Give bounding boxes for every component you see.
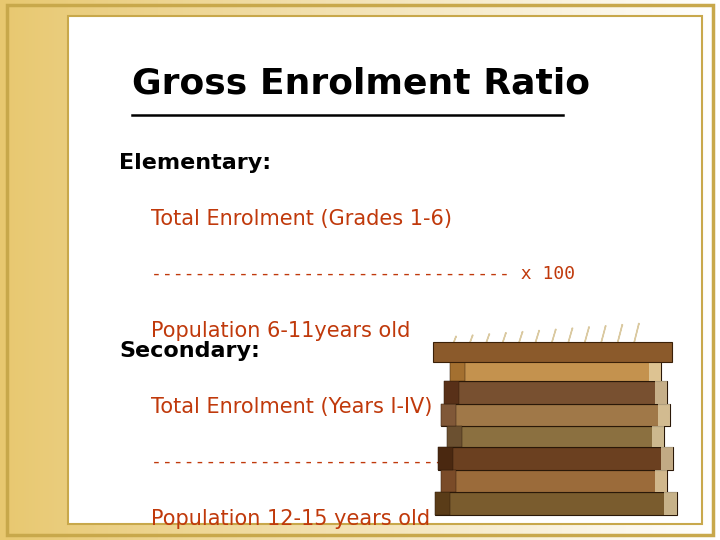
Text: --------------------------------- x 100: --------------------------------- x 100 xyxy=(150,265,575,283)
FancyArrow shape xyxy=(596,326,606,361)
Text: --------------------------------- x 100: --------------------------------- x 100 xyxy=(150,453,575,471)
Bar xyxy=(446,426,665,447)
Bar xyxy=(649,361,662,381)
Bar xyxy=(655,470,667,492)
FancyArrow shape xyxy=(580,327,589,361)
FancyArrow shape xyxy=(480,334,490,361)
FancyArrow shape xyxy=(563,328,572,361)
Text: Total Enrolment (Grades 1-6): Total Enrolment (Grades 1-6) xyxy=(150,209,451,229)
Bar xyxy=(441,404,670,426)
Bar xyxy=(444,381,667,404)
Bar xyxy=(655,381,667,404)
FancyArrow shape xyxy=(497,333,506,361)
Bar xyxy=(441,404,456,426)
FancyArrow shape xyxy=(446,336,456,361)
FancyBboxPatch shape xyxy=(433,342,672,362)
Text: Elementary:: Elementary: xyxy=(119,153,271,173)
FancyArrow shape xyxy=(530,330,539,361)
Bar xyxy=(652,426,665,447)
FancyArrow shape xyxy=(463,335,473,361)
Bar xyxy=(438,447,673,470)
Bar xyxy=(435,492,450,515)
Text: Population 6-11years old: Population 6-11years old xyxy=(150,321,410,341)
FancyArrow shape xyxy=(513,331,523,361)
Text: Population 12-15 years old: Population 12-15 years old xyxy=(150,509,430,529)
FancyArrow shape xyxy=(629,323,639,361)
FancyArrow shape xyxy=(546,329,556,361)
Bar xyxy=(658,404,670,426)
Bar xyxy=(662,447,673,470)
Bar xyxy=(446,426,462,447)
Bar xyxy=(444,381,459,404)
Text: Total Enrolment (Years I-IV): Total Enrolment (Years I-IV) xyxy=(150,397,432,417)
FancyArrow shape xyxy=(613,324,623,361)
Text: Secondary:: Secondary: xyxy=(119,341,260,361)
Bar xyxy=(438,447,453,470)
Bar xyxy=(450,361,662,381)
Bar xyxy=(441,470,456,492)
Bar xyxy=(441,470,667,492)
Text: Gross Enrolment Ratio: Gross Enrolment Ratio xyxy=(132,67,590,101)
Bar xyxy=(450,361,465,381)
Bar xyxy=(435,492,677,515)
Bar xyxy=(665,492,677,515)
